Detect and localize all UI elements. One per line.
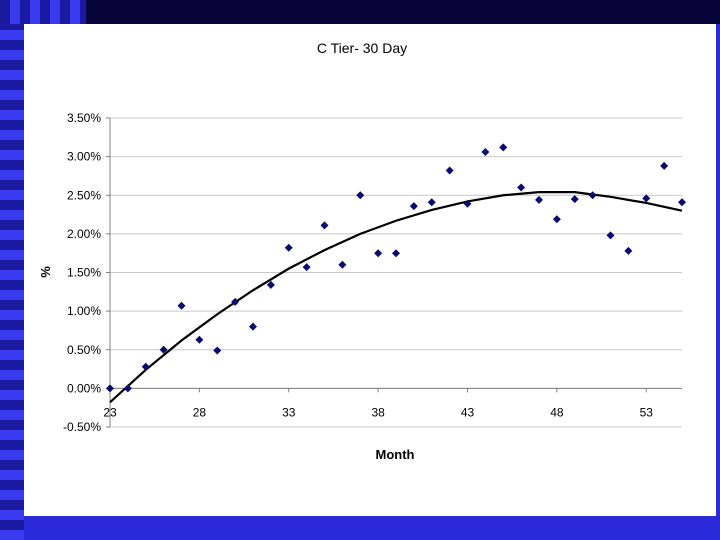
- data-point: [177, 301, 186, 310]
- y-axis-label: %: [38, 266, 53, 278]
- data-point: [159, 345, 168, 354]
- y-tick-label: 1.00%: [67, 304, 101, 318]
- data-point: [535, 195, 543, 204]
- y-tick-label: 2.50%: [67, 188, 101, 202]
- x-tick-label: 23: [103, 405, 117, 419]
- left-strip: [0, 0, 24, 540]
- data-point: [302, 263, 311, 272]
- data-point: [409, 202, 418, 211]
- data-point: [570, 195, 579, 204]
- data-point: [678, 198, 686, 207]
- y-tick-label: 0.00%: [67, 381, 101, 395]
- data-point: [249, 322, 257, 331]
- data-point: [445, 166, 454, 175]
- data-point: [481, 147, 490, 156]
- top-bar: [86, 0, 720, 24]
- data-point: [338, 260, 347, 269]
- trendline: [109, 191, 683, 404]
- data-point: [231, 297, 240, 306]
- data-point: [213, 346, 222, 355]
- data-point: [499, 143, 508, 152]
- chart-title: C Tier- 30 Day: [317, 40, 407, 56]
- data-point: [552, 215, 561, 224]
- chart-slide: [24, 24, 716, 516]
- data-point: [427, 198, 436, 207]
- data-point: [624, 246, 633, 255]
- data-point: [266, 280, 275, 289]
- data-point: [195, 335, 204, 344]
- y-tick-label: 3.00%: [67, 150, 101, 164]
- data-point: [606, 231, 615, 240]
- x-tick-label: 48: [550, 405, 564, 419]
- y-tick-label: -0.50%: [63, 420, 101, 434]
- data-point: [642, 194, 651, 203]
- top-left-strip: [0, 0, 86, 24]
- x-tick-label: 53: [640, 405, 654, 419]
- data-point: [320, 221, 329, 230]
- x-tick-label: 33: [282, 405, 296, 419]
- data-point: [123, 384, 132, 393]
- data-point: [660, 161, 669, 170]
- data-point: [141, 362, 150, 371]
- data-point: [106, 384, 114, 393]
- data-point: [588, 191, 597, 200]
- data-point: [463, 199, 472, 208]
- y-tick-label: 3.50%: [67, 111, 101, 125]
- data-point: [374, 249, 383, 258]
- data-point: [356, 191, 365, 200]
- data-point: [517, 183, 526, 192]
- x-tick-label: 28: [193, 405, 207, 419]
- y-tick-label: 2.00%: [67, 227, 101, 241]
- x-axis-label: Month: [376, 447, 415, 462]
- x-tick-label: 43: [461, 405, 475, 419]
- y-tick-label: 0.50%: [67, 343, 101, 357]
- x-tick-label: 38: [371, 405, 385, 419]
- data-point: [284, 243, 293, 252]
- y-tick-label: 1.50%: [67, 266, 101, 280]
- data-point: [392, 249, 400, 258]
